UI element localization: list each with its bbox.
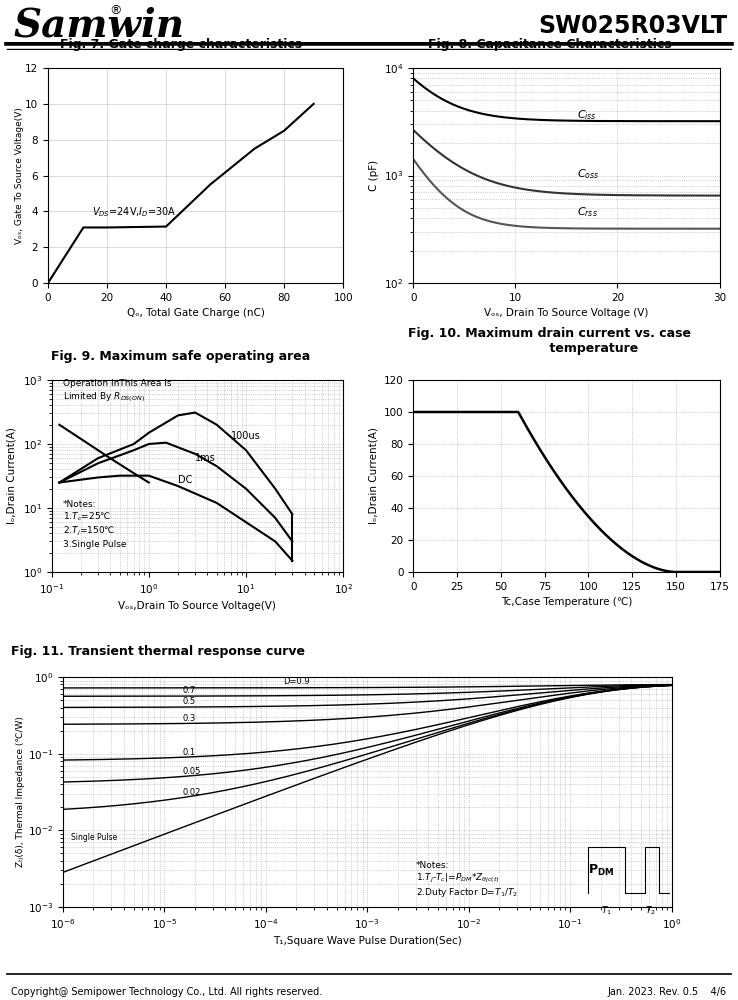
Text: $T_1$: $T_1$ xyxy=(601,904,612,917)
Text: SW025R03VLT: SW025R03VLT xyxy=(538,14,727,38)
Text: ®: ® xyxy=(109,4,122,17)
Text: Samwin: Samwin xyxy=(13,7,184,45)
Text: DC: DC xyxy=(178,475,193,485)
Text: Fig. 8. Capacitance Characteristics: Fig. 8. Capacitance Characteristics xyxy=(428,38,672,51)
Text: 100us: 100us xyxy=(231,431,261,441)
Text: $\mathbf{P_{DM}}$: $\mathbf{P_{DM}}$ xyxy=(588,863,615,878)
Text: $V_{DS}$=24V,$I_D$=30A: $V_{DS}$=24V,$I_D$=30A xyxy=(92,205,177,219)
Y-axis label: Iₒ,Drain Current(A): Iₒ,Drain Current(A) xyxy=(7,428,17,524)
Text: $C_{rss}$: $C_{rss}$ xyxy=(576,205,598,219)
Text: $C_{oss}$: $C_{oss}$ xyxy=(576,167,599,181)
X-axis label: Vₒₛ, Drain To Source Voltage (V): Vₒₛ, Drain To Source Voltage (V) xyxy=(484,308,649,318)
X-axis label: Qₒ, Total Gate Charge (nC): Qₒ, Total Gate Charge (nC) xyxy=(127,308,264,318)
Text: Fig. 9. Maximum safe operating area: Fig. 9. Maximum safe operating area xyxy=(51,350,311,363)
X-axis label: Vₒₛ,Drain To Source Voltage(V): Vₒₛ,Drain To Source Voltage(V) xyxy=(119,601,276,611)
Text: *Notes:
1.$T_j$-$T_c$|=$P_{DM}$*$Z_{\theta jc(t)}$
2.Duty Factor D=$T_1$/$T_2$: *Notes: 1.$T_j$-$T_c$|=$P_{DM}$*$Z_{\the… xyxy=(415,861,518,899)
Text: 0.1: 0.1 xyxy=(182,748,195,757)
Text: 0.7: 0.7 xyxy=(182,686,196,695)
Text: Fig. 11. Transient thermal response curve: Fig. 11. Transient thermal response curv… xyxy=(11,645,305,658)
X-axis label: Tc,Case Temperature (℃): Tc,Case Temperature (℃) xyxy=(500,597,632,607)
Text: Fig. 10. Maximum drain current vs. case
                    temperature: Fig. 10. Maximum drain current vs. case … xyxy=(408,327,692,355)
Y-axis label: Vₒₛ, Gate To Source Voltage(V): Vₒₛ, Gate To Source Voltage(V) xyxy=(15,107,24,244)
Text: 0.3: 0.3 xyxy=(182,714,196,723)
Text: 0.02: 0.02 xyxy=(182,788,201,797)
Text: $T_2$: $T_2$ xyxy=(645,904,656,917)
Text: D=0.9: D=0.9 xyxy=(283,677,310,686)
Text: $C_{iss}$: $C_{iss}$ xyxy=(576,108,596,122)
Text: *Notes:
1.$T_c$=25℃
2.$T_j$=150℃
3.Single Pulse: *Notes: 1.$T_c$=25℃ 2.$T_j$=150℃ 3.Singl… xyxy=(63,500,126,549)
Y-axis label: C (pF): C (pF) xyxy=(368,160,379,191)
Text: Single Pulse: Single Pulse xyxy=(71,833,117,842)
Y-axis label: Zₜⱼ(δ), Thermal Impedance (℃/W): Zₜⱼ(δ), Thermal Impedance (℃/W) xyxy=(15,717,25,867)
Text: 0.05: 0.05 xyxy=(182,767,201,776)
Text: Jan. 2023. Rev. 0.5    4/6: Jan. 2023. Rev. 0.5 4/6 xyxy=(608,987,727,997)
Y-axis label: Iₒ,Drain Current(A): Iₒ,Drain Current(A) xyxy=(368,428,379,524)
Text: Fig. 7. Gate charge characteristics: Fig. 7. Gate charge characteristics xyxy=(60,38,302,51)
Text: 1ms: 1ms xyxy=(195,453,216,463)
X-axis label: T₁,Square Wave Pulse Duration(Sec): T₁,Square Wave Pulse Duration(Sec) xyxy=(273,936,461,946)
Text: Copyright@ Semipower Technology Co., Ltd. All rights reserved.: Copyright@ Semipower Technology Co., Ltd… xyxy=(11,987,323,997)
Text: Operation InThis Area Is
Limited By $R_{DS(ON)}$: Operation InThis Area Is Limited By $R_{… xyxy=(63,379,171,404)
Text: 0.5: 0.5 xyxy=(182,697,195,706)
